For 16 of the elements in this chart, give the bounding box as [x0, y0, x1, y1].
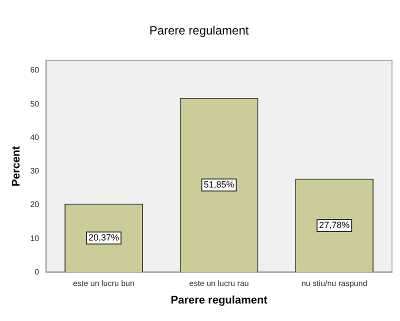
data-label: 20,37%: [88, 232, 120, 242]
y-tick-label: 10: [30, 234, 40, 243]
y-tick-label: 50: [30, 99, 40, 108]
x-axis-title: Parere regulament: [170, 294, 268, 306]
y-axis-title: Percent: [10, 146, 23, 186]
y-tick-label: 20: [30, 200, 40, 210]
data-label: 27,78%: [319, 220, 350, 230]
chart-title: Parere regulament: [149, 24, 250, 38]
x-tick-label: nu stiu/nu raspund: [301, 279, 368, 288]
x-tick-label: este un lucru rau: [189, 279, 249, 288]
data-label: 51,85%: [204, 180, 234, 190]
y-tick-label: 30: [30, 166, 40, 176]
y-tick-label: 40: [30, 132, 40, 142]
y-tick-label: 0: [34, 267, 40, 276]
y-tick-label: 60: [30, 66, 40, 75]
x-tick-label: este un lucru bun: [73, 279, 134, 288]
